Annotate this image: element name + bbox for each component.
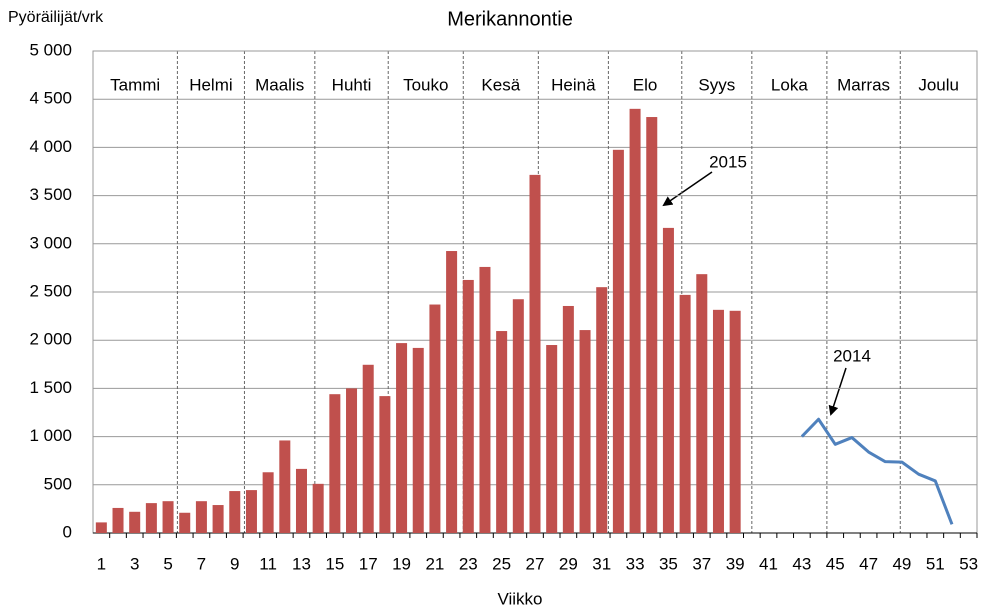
- bar: [679, 294, 691, 533]
- chart-title: Merikannontie: [447, 8, 573, 30]
- y-tick-label: 3 000: [29, 233, 72, 252]
- annotation-arrow: [662, 171, 713, 207]
- x-tick-label: 29: [559, 554, 578, 573]
- bar: [129, 511, 141, 533]
- month-label: Touko: [403, 75, 448, 94]
- y-axis-label: Pyöräilijät/vrk: [8, 9, 104, 26]
- x-tick-label: 53: [959, 554, 978, 573]
- bar: [579, 330, 591, 533]
- month-label: Marras: [837, 75, 890, 94]
- bar: [412, 347, 424, 533]
- bar: [729, 310, 741, 533]
- bar: [712, 309, 724, 533]
- month-label: Syys: [698, 75, 735, 94]
- x-tick-label: 43: [792, 554, 811, 573]
- month-label: Heinä: [551, 75, 596, 94]
- x-tick-label: 23: [459, 554, 478, 573]
- month-label: Joulu: [918, 75, 959, 94]
- annotation: 2015: [709, 152, 747, 171]
- y-tick-label: 1 000: [29, 426, 72, 445]
- bar: [596, 287, 608, 533]
- x-tick-label: 51: [926, 554, 945, 573]
- bar: [496, 331, 508, 533]
- y-tick-label: 2 000: [29, 330, 72, 349]
- x-tick-label: 39: [726, 554, 745, 573]
- bar: [162, 501, 174, 533]
- bar: [529, 174, 541, 533]
- y-tick-label: 0: [63, 522, 72, 541]
- bar: [112, 507, 124, 533]
- x-tick-label: 47: [859, 554, 878, 573]
- month-label: Loka: [771, 75, 808, 94]
- y-tick-label: 4 000: [29, 137, 72, 156]
- bar: [629, 108, 641, 533]
- bar: [262, 472, 274, 533]
- bar: [546, 345, 558, 533]
- y-tick-label: 1 500: [29, 378, 72, 397]
- y-tick-label: 4 500: [29, 89, 72, 108]
- annotation-arrow: [828, 367, 847, 416]
- bar: [462, 279, 474, 533]
- y-tick-label: 3 500: [29, 185, 72, 204]
- bar: [379, 396, 391, 533]
- bar: [279, 440, 291, 533]
- month-label: Kesä: [481, 75, 520, 94]
- x-tick-label: 9: [230, 554, 239, 573]
- x-tick-label: 37: [692, 554, 711, 573]
- x-tick-label: 33: [626, 554, 645, 573]
- x-tick-label: 5: [163, 554, 172, 573]
- x-axis-label: Viikko: [497, 589, 542, 608]
- x-tick-label: 1: [97, 554, 106, 573]
- x-tick-label: 7: [197, 554, 206, 573]
- x-tick-label: 11: [259, 554, 277, 573]
- bar: [696, 274, 708, 533]
- bar: [95, 522, 107, 533]
- month-label: Maalis: [255, 75, 304, 94]
- bar: [512, 299, 524, 533]
- x-tick-label: 25: [492, 554, 511, 573]
- line: [800, 417, 954, 525]
- bar: [329, 394, 341, 533]
- x-tick-label: 45: [826, 554, 845, 573]
- bar: [145, 503, 157, 533]
- x-tick-label: 35: [659, 554, 678, 573]
- bar: [195, 501, 207, 533]
- bar: [212, 505, 224, 533]
- annotation: 2014: [833, 346, 871, 365]
- bar: [446, 251, 458, 533]
- bar: [562, 305, 574, 533]
- bar: [362, 364, 374, 533]
- bar: [179, 512, 191, 533]
- x-tick-label: 3: [130, 554, 139, 573]
- bar: [312, 483, 324, 533]
- y-tick-label: 2 500: [29, 281, 72, 300]
- bar: [646, 117, 658, 533]
- month-label: Elo: [633, 75, 658, 94]
- bar: [245, 490, 257, 533]
- bar: [612, 149, 624, 533]
- bar: [295, 468, 307, 533]
- bar: [429, 304, 441, 533]
- month-label: Helmi: [189, 75, 232, 94]
- bar: [479, 266, 491, 533]
- x-tick-label: 41: [759, 554, 778, 573]
- bar: [229, 491, 241, 533]
- x-tick-label: 17: [359, 554, 378, 573]
- bar: [346, 388, 358, 533]
- x-tick-label: 21: [425, 554, 444, 573]
- x-tick-label: 49: [892, 554, 911, 573]
- bar: [396, 343, 408, 533]
- x-tick-label: 19: [392, 554, 411, 573]
- month-label: Huhti: [332, 75, 372, 94]
- x-tick-label: 13: [292, 554, 311, 573]
- x-tick-label: 15: [325, 554, 344, 573]
- x-tick-label: 27: [526, 554, 545, 573]
- bar: [662, 227, 674, 534]
- month-label: Tammi: [110, 75, 160, 94]
- y-tick-label: 5 000: [29, 40, 72, 59]
- y-tick-label: 500: [44, 474, 72, 493]
- x-tick-label: 31: [592, 554, 611, 573]
